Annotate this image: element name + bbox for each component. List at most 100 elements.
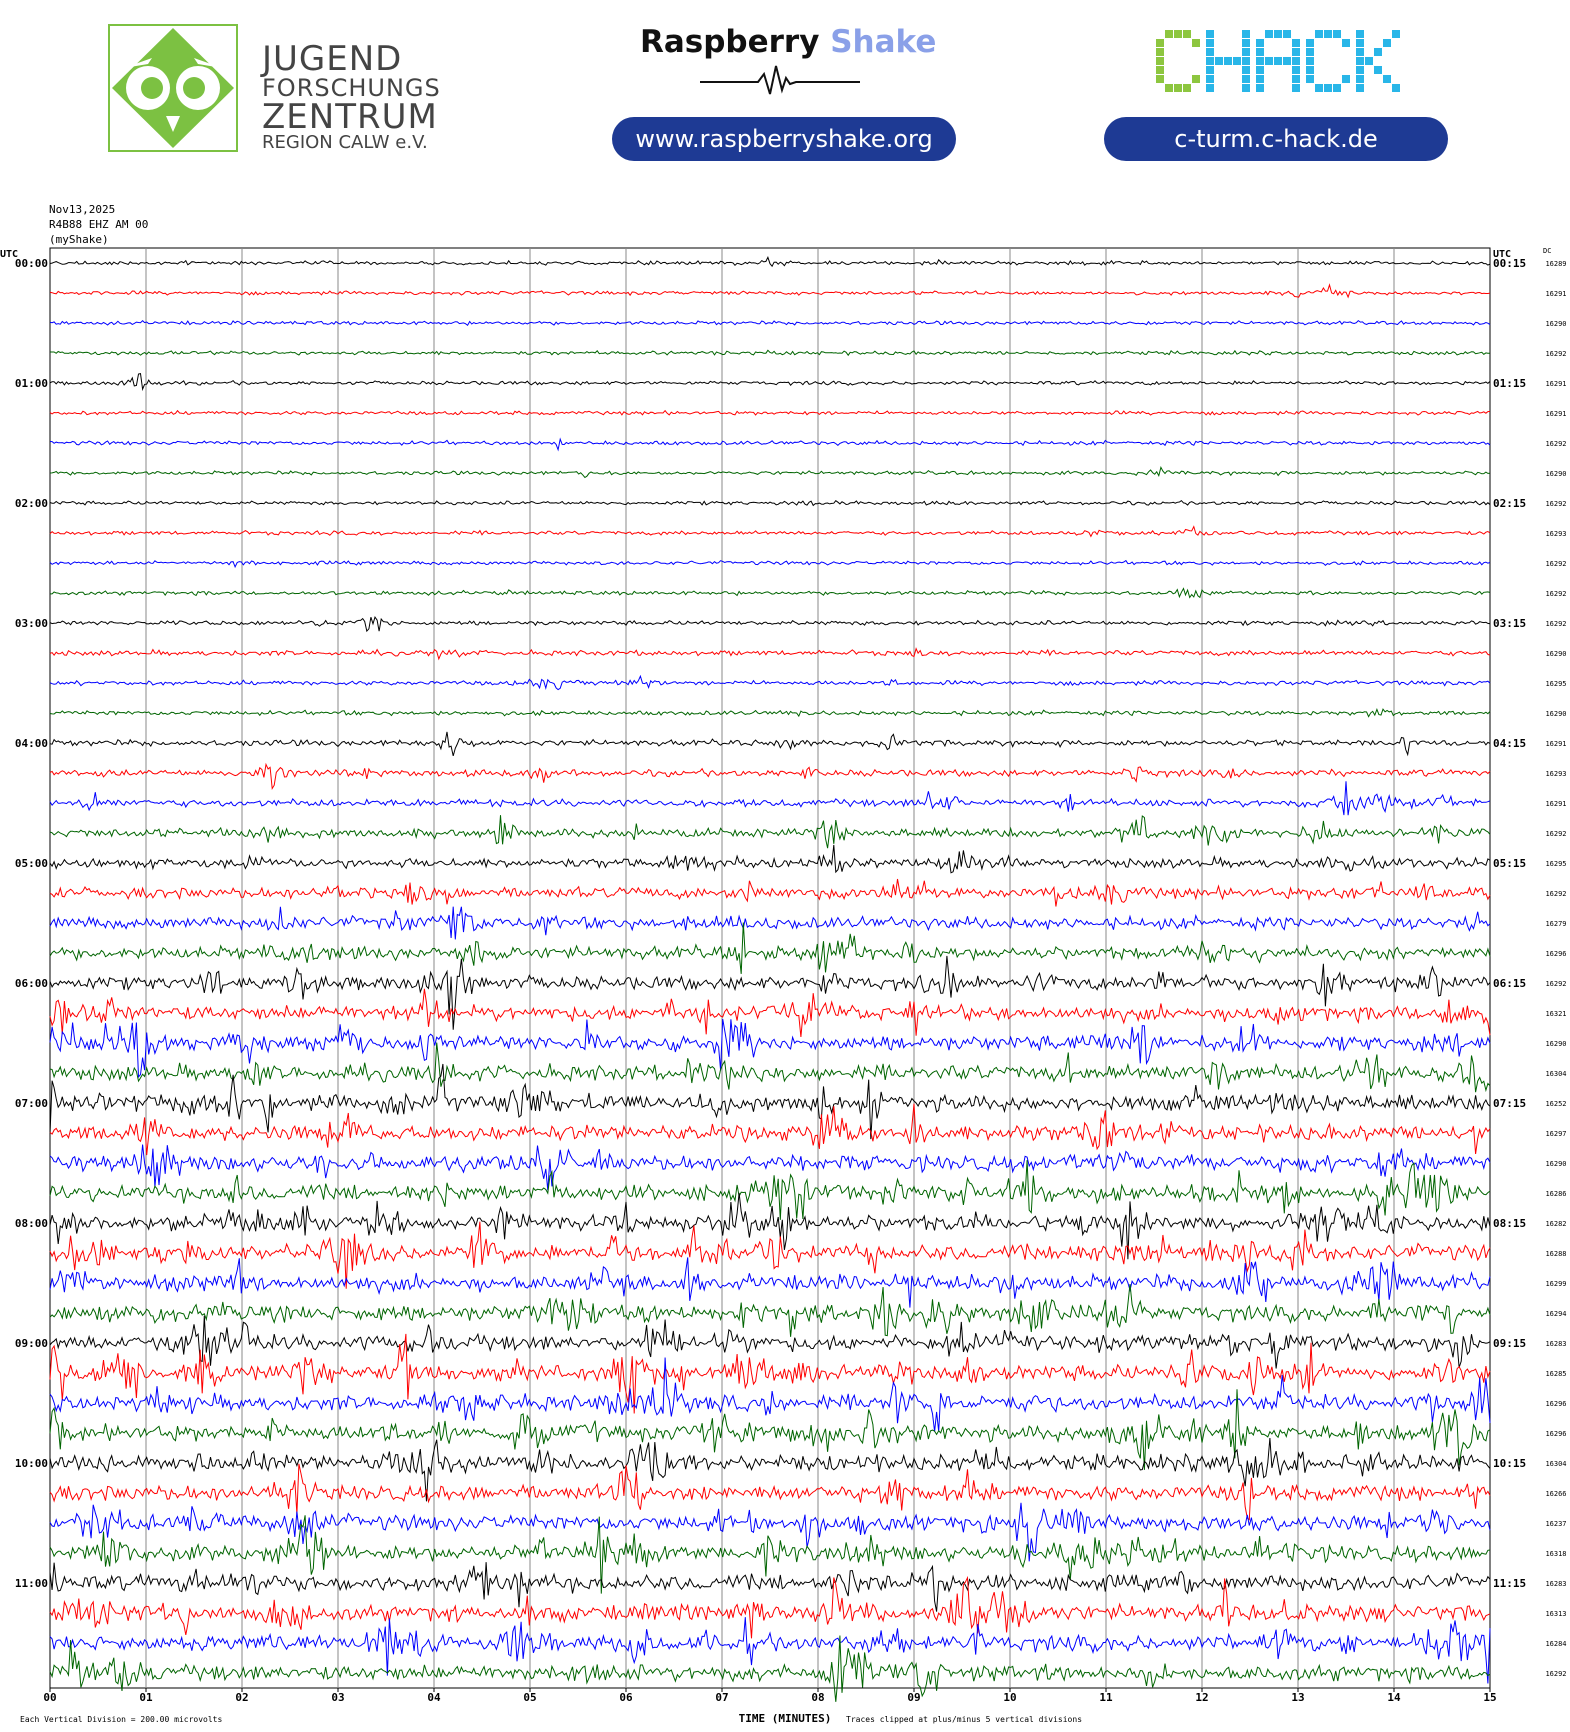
data-source: (myShake) — [49, 233, 109, 246]
trace-line — [49, 1463, 1491, 1521]
hour-label-right: 04:15 — [1493, 737, 1526, 750]
dc-offset-label: 16290 — [1545, 650, 1566, 658]
chack-logo-pixel — [1306, 39, 1314, 47]
chack-url-button[interactable]: c-turm.c-hack.de — [1104, 117, 1448, 161]
chack-logo-pixel — [1315, 30, 1323, 38]
dc-offset-label: 16293 — [1545, 770, 1566, 778]
dc-offset-label: 16304 — [1545, 1070, 1566, 1078]
page-header: JUGEND FORSCHUNGS ZENTRUM REGION CALW e.… — [0, 0, 1570, 180]
station-channel: R4B88 EHZ AM 00 — [49, 218, 149, 231]
dc-offset-label: 16292 — [1545, 560, 1566, 568]
dc-offset-label: 16285 — [1545, 1370, 1566, 1378]
dc-offset-label: 16292 — [1545, 440, 1566, 448]
chack-logo-pixel — [1165, 84, 1173, 92]
chack-logo-pixel — [1283, 30, 1291, 38]
chack-logo-pixel — [1242, 66, 1250, 74]
dc-offset-label: 16294 — [1545, 1310, 1566, 1318]
dc-offset-label: 16297 — [1545, 1130, 1566, 1138]
chack-logo-pixel — [1156, 57, 1164, 65]
x-tick-label: 09 — [907, 1691, 920, 1704]
chack-logo-pixel — [1333, 84, 1341, 92]
hour-label-left: 05:00 — [15, 857, 48, 870]
dc-offset-label: 16292 — [1545, 500, 1566, 508]
chack-logo-pixel — [1292, 66, 1300, 74]
trace-line — [49, 731, 1491, 757]
dc-offset-label: 16279 — [1545, 920, 1566, 928]
chack-logo-pixel — [1283, 57, 1291, 65]
x-tick-label: 08 — [811, 1691, 824, 1704]
chack-logo-pixel — [1256, 75, 1264, 83]
trace-line — [49, 1063, 1491, 1140]
chack-logo-pixel — [1206, 84, 1214, 92]
dc-offset-label: 16292 — [1545, 1670, 1566, 1678]
hour-label-right: 09:15 — [1493, 1337, 1526, 1350]
chack-logo-pixel — [1342, 75, 1350, 83]
chack-logo-pixel — [1242, 48, 1250, 56]
chack-logo-pixel — [1256, 39, 1264, 47]
chack-logo-pixel — [1374, 66, 1382, 74]
chack-logo-pixel — [1392, 30, 1400, 38]
hour-label-left: 04:00 — [15, 737, 48, 750]
chack-logo-pixel — [1156, 48, 1164, 56]
hour-label-right: 02:15 — [1493, 497, 1526, 510]
raspberryshake-url-button[interactable]: www.raspberryshake.org — [612, 117, 956, 161]
chack-logo-pixel — [1183, 84, 1191, 92]
chack-logo-pixel — [1242, 30, 1250, 38]
trace-line — [49, 1333, 1491, 1414]
dc-offset-label: 16290 — [1545, 1160, 1566, 1168]
dc-offset-label: 16292 — [1545, 980, 1566, 988]
hour-label-left: 09:00 — [15, 1337, 48, 1350]
dc-offset-label: 16292 — [1545, 620, 1566, 628]
right-axis-title: UTC — [1493, 249, 1511, 260]
dc-offset-label: 16318 — [1545, 1550, 1566, 1558]
x-tick-label: 05 — [523, 1691, 536, 1704]
chack-logo-pixel — [1392, 84, 1400, 92]
hour-label-left: 08:00 — [15, 1217, 48, 1230]
hour-label-right: 06:15 — [1493, 977, 1526, 990]
x-tick-label: 10 — [1003, 1691, 1016, 1704]
x-tick-label: 02 — [235, 1691, 248, 1704]
chack-logo-pixel — [1274, 30, 1282, 38]
trace-line — [49, 988, 1491, 1037]
trace-line — [49, 1160, 1491, 1220]
raspberry-shake-logo: Raspberry Shake — [640, 24, 936, 60]
chack-logo-pixel — [1206, 48, 1214, 56]
chack-logo-pixel — [1224, 57, 1232, 65]
chack-logo-pixel — [1292, 84, 1300, 92]
trace-line — [49, 466, 1491, 479]
trace-line — [49, 373, 1491, 392]
hour-label-right: 07:15 — [1493, 1097, 1526, 1110]
dc-offset-label: 16296 — [1545, 1430, 1566, 1438]
chack-logo-pixel — [1356, 39, 1364, 47]
hour-label-right: 03:15 — [1493, 617, 1526, 630]
trace-line — [49, 878, 1491, 907]
dc-offset-label: 16282 — [1545, 1220, 1566, 1228]
jfz-line4: REGION CALW e.V. — [262, 132, 428, 153]
trace-line — [49, 781, 1491, 816]
trace-line — [49, 1515, 1491, 1594]
dc-axis-title: DC — [1543, 247, 1551, 255]
trace-line — [50, 587, 1491, 599]
chack-logo-pixel — [1256, 84, 1264, 92]
seismogram-wave-icon — [700, 65, 860, 95]
dc-offset-label: 16292 — [1545, 830, 1566, 838]
chack-logo-pixel — [1165, 30, 1173, 38]
dc-offset-label: 16291 — [1545, 740, 1566, 748]
chack-logo-pixel — [1324, 84, 1332, 92]
dc-offset-label: 16290 — [1545, 320, 1566, 328]
chack-logo-pixel — [1306, 66, 1314, 74]
trace-line — [49, 1042, 1491, 1093]
dc-offset-label: 16292 — [1545, 350, 1566, 358]
chack-logo-pixel — [1383, 75, 1391, 83]
dc-offset-label: 16266 — [1545, 1490, 1566, 1498]
trace-line — [49, 1357, 1491, 1432]
trace-line — [49, 1562, 1491, 1612]
x-tick-label: 07 — [715, 1691, 728, 1704]
trace-line — [49, 674, 1491, 691]
trace-line — [49, 1257, 1491, 1308]
dc-offset-label: 16321 — [1545, 1010, 1566, 1018]
dc-offset-label: 16292 — [1545, 890, 1566, 898]
chack-logo-pixel — [1206, 66, 1214, 74]
chack-logo-pixel — [1292, 39, 1300, 47]
footer-scale-note: Each Vertical Division = 200.00 microvol… — [20, 1715, 222, 1724]
